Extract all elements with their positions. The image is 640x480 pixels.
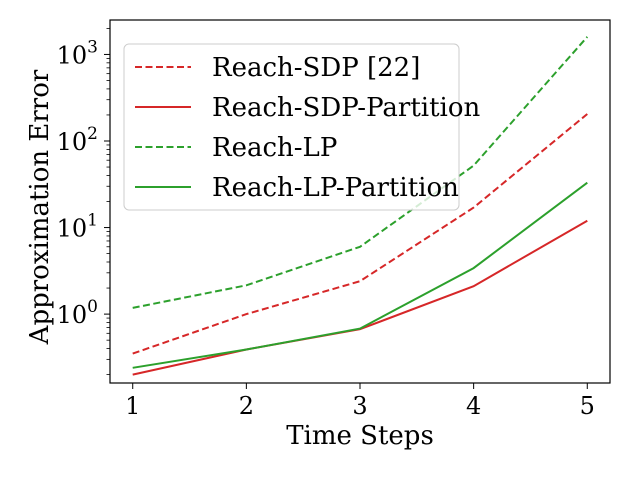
series-line-2 (132, 36, 589, 309)
legend-label-0: Reach-SDP [22] (212, 53, 420, 83)
legend-label-1: Reach-SDP-Partition (212, 93, 481, 123)
x-axis-label: Time Steps (286, 421, 434, 451)
legend: Reach-SDP [22] Reach-SDP-Partition Reach-L… (123, 43, 481, 211)
legend-label-3: Reach-LP-Partition (212, 173, 459, 203)
x-axis: 1 2 3 4 5 (125, 383, 595, 420)
series-layer (132, 36, 589, 376)
x-tick-label: 5 (580, 392, 595, 420)
x-tick-label: 3 (352, 392, 367, 420)
series-line-3 (132, 181, 588, 369)
y-tick-label: 101 (57, 211, 98, 243)
x-tick-label: 2 (239, 392, 254, 420)
y-axis: 100 101 102 103 (57, 27, 110, 376)
series-line-1 (132, 219, 588, 376)
legend-label-2: Reach-LP (212, 133, 337, 163)
series-line-0 (132, 113, 588, 355)
y-tick-label: 100 (57, 297, 98, 329)
x-tick-label: 1 (125, 392, 140, 420)
y-tick-label: 103 (57, 37, 98, 69)
x-tick-label: 4 (466, 392, 481, 420)
y-tick-label: 102 (57, 124, 98, 156)
y-axis-label: Approximation Error (25, 69, 55, 345)
legend-frame (123, 43, 460, 211)
